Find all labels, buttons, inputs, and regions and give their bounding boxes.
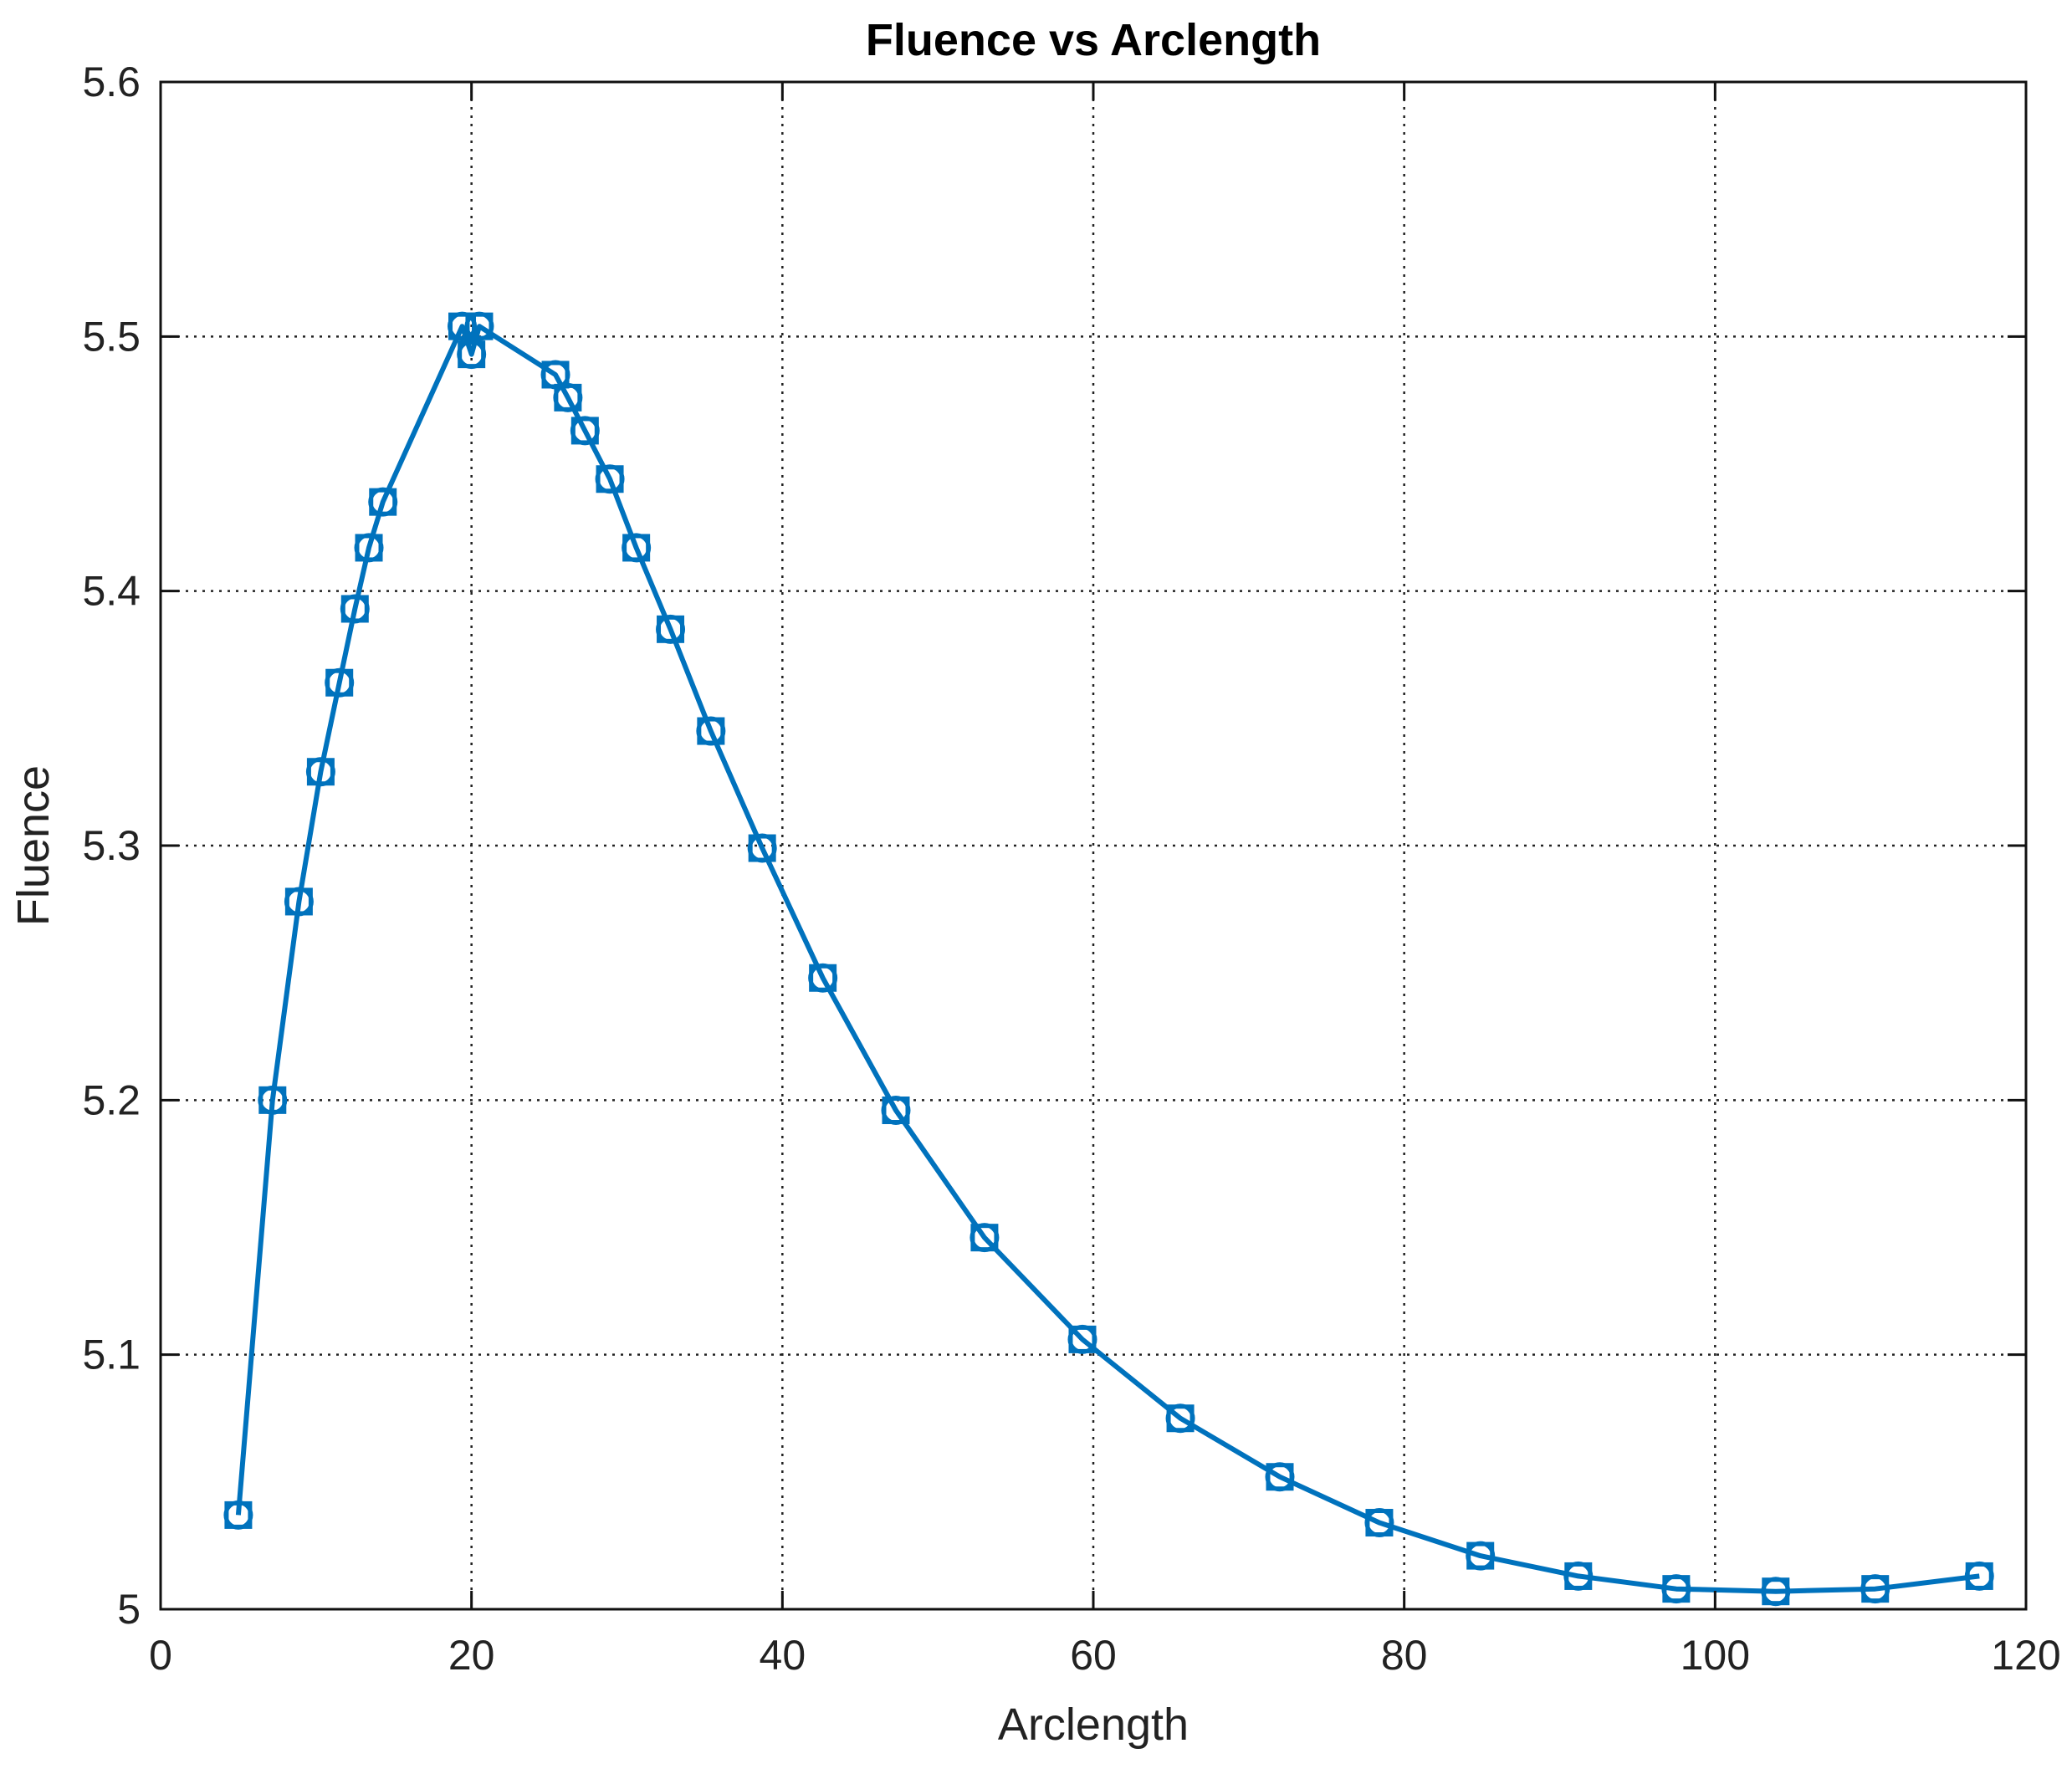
y-tick-label: 5.2 <box>82 1076 141 1123</box>
data-point-circle <box>368 487 398 517</box>
data-point-circle <box>1661 1574 1691 1604</box>
axis-ticks <box>159 80 2028 1611</box>
x-tick-label: 40 <box>760 1632 806 1679</box>
series-line <box>235 324 1980 1594</box>
data-point-circle <box>1761 1577 1791 1607</box>
data-point-circle <box>1067 1324 1097 1354</box>
data-point-circle <box>570 416 600 446</box>
x-axis-label: Arclength <box>998 1700 1189 1750</box>
y-tick-label: 5 <box>117 1586 141 1633</box>
x-tick-label: 100 <box>1681 1632 1750 1679</box>
data-point-circle <box>969 1223 1000 1253</box>
data-point-circle <box>747 833 777 863</box>
data-point-circle <box>1860 1574 1890 1604</box>
data-point-circle <box>223 1500 253 1530</box>
data-point-circle <box>325 667 355 698</box>
y-axis-label: Fluence <box>8 765 59 926</box>
x-tick-label: 60 <box>1070 1632 1117 1679</box>
data-point-circle <box>457 340 487 370</box>
data-point-circle <box>595 464 625 494</box>
data-point-circle <box>1466 1541 1496 1571</box>
data-point-circle <box>622 533 652 563</box>
data-point-circle <box>656 614 686 644</box>
grid-lines <box>161 82 2026 1609</box>
data-point-circle <box>1364 1508 1394 1538</box>
chart-title: Fluence vs Arclength <box>866 15 1321 65</box>
data-point-circle <box>448 311 478 341</box>
data-point-circle <box>881 1096 911 1126</box>
data-point-circle <box>258 1085 288 1115</box>
data-point-circle <box>696 716 726 746</box>
data-point-circle <box>1563 1561 1594 1591</box>
data-point-circle <box>464 311 494 341</box>
x-tick-label: 0 <box>149 1632 172 1679</box>
data-point-circle <box>1265 1462 1295 1492</box>
data-point-circle <box>553 382 583 412</box>
data-point-circle <box>284 887 314 917</box>
y-tick-label: 5.6 <box>82 59 141 105</box>
data-point-circle <box>1964 1561 1994 1591</box>
y-tick-label: 5.1 <box>82 1332 141 1378</box>
x-tick-label: 80 <box>1381 1632 1428 1679</box>
series-layer <box>223 311 1994 1607</box>
data-point-circle <box>808 963 838 993</box>
data-point-circle <box>305 757 335 787</box>
y-tick-label: 5.4 <box>82 568 141 615</box>
data-point-circle <box>1165 1403 1195 1434</box>
data-point-circle <box>340 594 370 624</box>
data-point-circle <box>354 533 384 563</box>
y-tick-label: 5.3 <box>82 822 141 869</box>
x-tick-label: 20 <box>448 1632 495 1679</box>
x-tick-label: 120 <box>1991 1632 2060 1679</box>
y-tick-label: 5.5 <box>82 313 141 360</box>
